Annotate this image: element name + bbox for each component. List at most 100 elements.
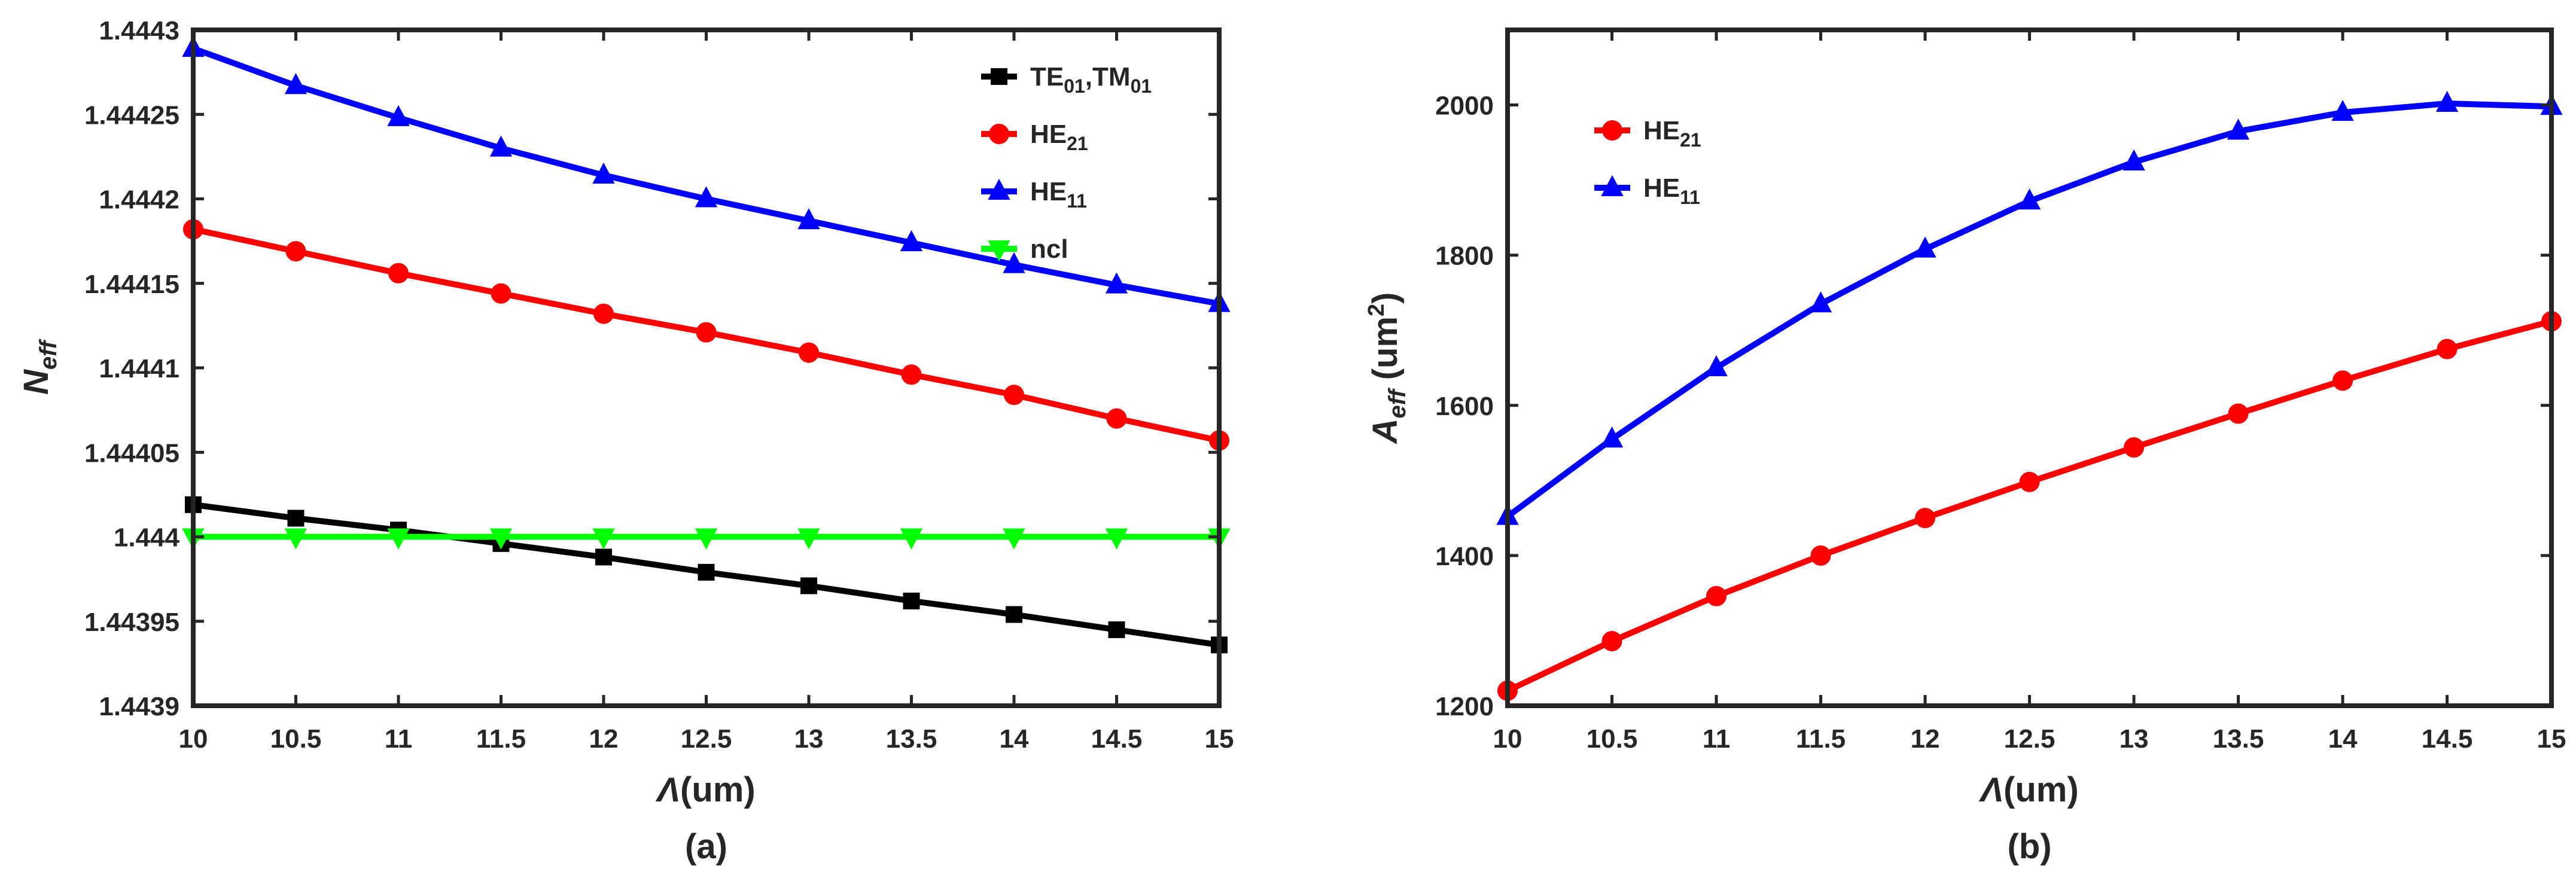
- data-point: [2228, 403, 2249, 424]
- chart-panel-a: 10 10.5 11 11.5 12 12.5 13 13.5 14 14.5 15 1.4439 1.…: [17, 16, 1234, 866]
- data-point: [903, 592, 920, 609]
- chart-panel-b: 10 10.5 11 11.5 12 12.5 13 13.5 14 14.5 15 1200 1400…: [1364, 28, 2566, 866]
- data-point: [901, 364, 922, 385]
- legend-swatch-marker: [988, 240, 1010, 262]
- data-point: [900, 230, 923, 251]
- data-point: [2019, 471, 2040, 492]
- x-tick-label: 12.5: [681, 724, 732, 754]
- x-axis-label: Λ(um): [655, 770, 755, 809]
- data-point: [1105, 528, 1128, 550]
- x-tick-label: 15: [1205, 724, 1234, 754]
- x-tick-label: 11.5: [1796, 724, 1846, 754]
- data-point: [388, 263, 409, 283]
- series-he11: [182, 35, 1231, 312]
- data-point: [1003, 252, 1025, 273]
- x-tick-label: 12.5: [2004, 724, 2056, 754]
- data-point: [287, 510, 305, 527]
- series-line: [1506, 100, 2552, 519]
- x-tick-label: 13: [794, 724, 824, 754]
- y-axis-label: Neff: [17, 339, 62, 395]
- data-point: [1108, 621, 1125, 638]
- data-point: [695, 528, 718, 550]
- series-he11: [1496, 90, 2563, 525]
- x-tick-label: 11: [385, 724, 413, 754]
- y-tick-label: 1.4441: [99, 354, 179, 383]
- data-point: [2437, 339, 2458, 359]
- data-point: [592, 162, 615, 184]
- series-he21: [183, 219, 1229, 451]
- x-tick-label: 11.5: [476, 724, 526, 754]
- legend-item: HE11​: [1594, 173, 1700, 208]
- legend-item: TE01​,TM01​: [981, 62, 1152, 97]
- y-tick-label: 1.44415: [84, 270, 179, 299]
- x-tick-label: 10.5: [270, 724, 322, 754]
- data-point: [387, 528, 410, 550]
- x-axis-label: Λ(um): [1978, 770, 2078, 809]
- data-point: [2331, 99, 2354, 121]
- legend-swatch-marker: [991, 68, 1007, 85]
- x-tick-label: 14: [1000, 724, 1029, 754]
- data-point: [1106, 408, 1127, 429]
- x-tick-label: 14.5: [1091, 724, 1143, 754]
- panel-label: (a): [685, 827, 727, 866]
- legend-label: HE11​: [1030, 177, 1087, 212]
- y-tick-label: 1.4439: [99, 692, 179, 721]
- legend-swatch-marker: [1601, 175, 1624, 196]
- data-point: [1003, 528, 1025, 550]
- legend: TE01​,TM01​ HE21​ HE11​ ncl: [981, 62, 1152, 264]
- data-point: [2435, 90, 2459, 112]
- legend-swatch-marker: [989, 124, 1009, 144]
- data-point: [1600, 426, 1624, 448]
- y-tick-label: 2000: [1435, 92, 1494, 121]
- data-point: [1914, 236, 1936, 258]
- series-he21: [1497, 311, 2562, 701]
- data-point: [2227, 118, 2250, 140]
- legend-label: HE21​: [1643, 116, 1701, 151]
- data-point: [592, 528, 615, 550]
- data-point: [1810, 545, 1831, 566]
- data-point: [1105, 272, 1128, 294]
- y-tick-label: 1600: [1435, 392, 1494, 421]
- data-point: [284, 73, 307, 94]
- data-point: [2123, 149, 2145, 170]
- data-point: [2333, 370, 2353, 391]
- y-tick-label: 1.44405: [84, 438, 179, 468]
- x-tick-label: 10.5: [1587, 724, 1638, 754]
- y-tick-label: 1.444: [114, 523, 180, 553]
- series-te01-tm01: [185, 496, 1228, 654]
- data-point: [698, 563, 715, 581]
- x-tick-label: 13.5: [886, 724, 937, 754]
- data-point: [387, 105, 410, 126]
- legend-label: TE01​,TM01​: [1030, 62, 1152, 97]
- y-tick-label: 1.4443: [99, 16, 179, 45]
- x-tick-label: 10: [1493, 724, 1523, 754]
- legend-label: ncl: [1030, 234, 1068, 264]
- data-point: [1705, 355, 1728, 376]
- y-tick-label: 1.4442: [99, 185, 179, 215]
- data-point: [696, 322, 717, 343]
- data-point: [284, 528, 307, 550]
- y-axis-label: Aeff (um2): [1364, 292, 1411, 445]
- y-tick-label: 1800: [1435, 242, 1494, 271]
- data-point: [2018, 188, 2041, 210]
- data-point: [285, 241, 306, 262]
- data-point: [1809, 291, 1832, 313]
- legend-item: HE21​: [1594, 116, 1701, 151]
- y-tick-label: 1400: [1435, 542, 1494, 571]
- x-tick-label: 12: [1911, 724, 1940, 754]
- x-tick-label: 12: [589, 724, 619, 754]
- x-tick-label: 14: [2328, 724, 2358, 754]
- x-tick-label: 13.5: [2213, 724, 2264, 754]
- legend-item: HE11​: [981, 177, 1087, 212]
- data-point: [489, 528, 513, 550]
- data-point: [1601, 631, 1622, 652]
- data-point: [695, 186, 718, 208]
- x-tick-label: 10: [179, 724, 208, 754]
- data-point: [489, 135, 513, 157]
- data-point: [800, 577, 817, 595]
- legend-item: HE21​: [981, 120, 1088, 154]
- data-point: [593, 303, 614, 324]
- series-line: [1506, 318, 2553, 694]
- x-tick-label: 14.5: [2422, 724, 2473, 754]
